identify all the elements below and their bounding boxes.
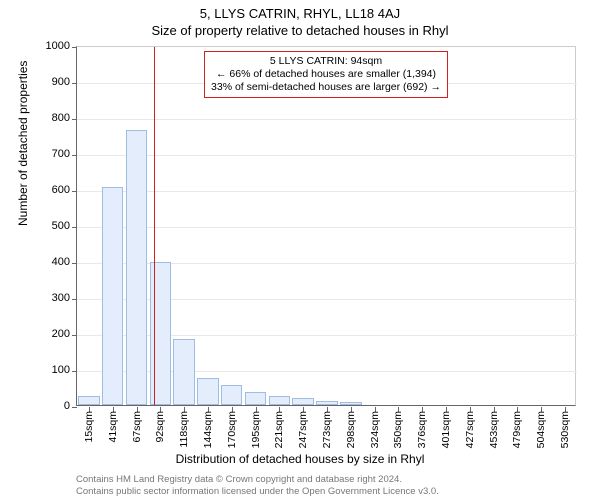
marker-box-line: 5 LLYS CATRIN: 94sqm <box>211 55 441 68</box>
ytick-mark <box>72 83 77 84</box>
histogram-bar <box>221 385 242 405</box>
ytick-mark <box>72 119 77 120</box>
histogram-bar <box>245 392 266 405</box>
ytick-mark <box>72 263 77 264</box>
xtick-label: 298sqm <box>345 411 357 448</box>
xtick-label: 530sqm <box>559 411 571 448</box>
ytick-mark <box>72 191 77 192</box>
footer-attribution: Contains HM Land Registry data © Crown c… <box>76 474 439 497</box>
ytick-mark <box>72 371 77 372</box>
xtick-label: 350sqm <box>392 411 404 448</box>
chart-container: 5, LLYS CATRIN, RHYL, LL18 4AJ Size of p… <box>0 0 600 500</box>
ytick-label: 300 <box>30 292 70 304</box>
xtick-label: 247sqm <box>297 411 309 448</box>
xtick-label: 41sqm <box>107 411 119 443</box>
ytick-label: 800 <box>30 112 70 124</box>
histogram-bar <box>340 402 361 405</box>
xtick-label: 479sqm <box>511 411 523 448</box>
marker-box-line: 33% of semi-detached houses are larger (… <box>211 81 441 94</box>
ytick-label: 1000 <box>30 40 70 52</box>
histogram-bar <box>78 396 99 405</box>
xtick-label: 273sqm <box>321 411 333 448</box>
ytick-label: 700 <box>30 148 70 160</box>
gridline <box>77 227 577 228</box>
ytick-mark <box>72 299 77 300</box>
xtick-label: 504sqm <box>535 411 547 448</box>
gridline <box>77 119 577 120</box>
footer-line-1: Contains HM Land Registry data © Crown c… <box>76 474 439 485</box>
ytick-label: 200 <box>30 328 70 340</box>
xtick-label: 15sqm <box>83 411 95 443</box>
histogram-bar <box>292 398 313 405</box>
xtick-label: 144sqm <box>202 411 214 448</box>
property-marker-box: 5 LLYS CATRIN: 94sqm← 66% of detached ho… <box>204 51 448 98</box>
plot-area: 15sqm41sqm67sqm92sqm118sqm144sqm170sqm19… <box>76 46 576 406</box>
histogram-bar <box>173 339 194 405</box>
histogram-bar <box>197 378 218 405</box>
xtick-label: 221sqm <box>273 411 285 448</box>
marker-box-line: ← 66% of detached houses are smaller (1,… <box>211 68 441 81</box>
ytick-label: 400 <box>30 256 70 268</box>
histogram-bar <box>102 187 123 405</box>
xtick-label: 67sqm <box>131 411 143 443</box>
histogram-bar <box>316 401 337 405</box>
xtick-label: 170sqm <box>226 411 238 448</box>
chart-area: 15sqm41sqm67sqm92sqm118sqm144sqm170sqm19… <box>76 46 576 406</box>
ytick-mark <box>72 47 77 48</box>
histogram-bar <box>126 130 147 405</box>
ytick-mark <box>72 335 77 336</box>
xtick-label: 427sqm <box>464 411 476 448</box>
ytick-mark <box>72 407 77 408</box>
footer-line-2: Contains public sector information licen… <box>76 486 439 497</box>
xtick-label: 376sqm <box>416 411 428 448</box>
histogram-bar <box>269 396 290 405</box>
ytick-label: 500 <box>30 220 70 232</box>
y-axis-label: Number of detached properties <box>16 61 30 226</box>
gridline <box>77 191 577 192</box>
xtick-label: 453sqm <box>488 411 500 448</box>
ytick-mark <box>72 155 77 156</box>
ytick-label: 100 <box>30 364 70 376</box>
property-marker-line <box>154 47 155 405</box>
xtick-label: 118sqm <box>178 411 190 448</box>
xtick-label: 401sqm <box>440 411 452 448</box>
xtick-label: 92sqm <box>154 411 166 443</box>
title-main: 5, LLYS CATRIN, RHYL, LL18 4AJ <box>0 0 600 21</box>
ytick-mark <box>72 227 77 228</box>
xtick-label: 195sqm <box>250 411 262 448</box>
ytick-label: 0 <box>30 400 70 412</box>
title-sub: Size of property relative to detached ho… <box>0 21 600 38</box>
ytick-label: 900 <box>30 76 70 88</box>
x-axis-label: Distribution of detached houses by size … <box>0 452 600 466</box>
gridline <box>77 155 577 156</box>
ytick-label: 600 <box>30 184 70 196</box>
xtick-label: 324sqm <box>369 411 381 448</box>
